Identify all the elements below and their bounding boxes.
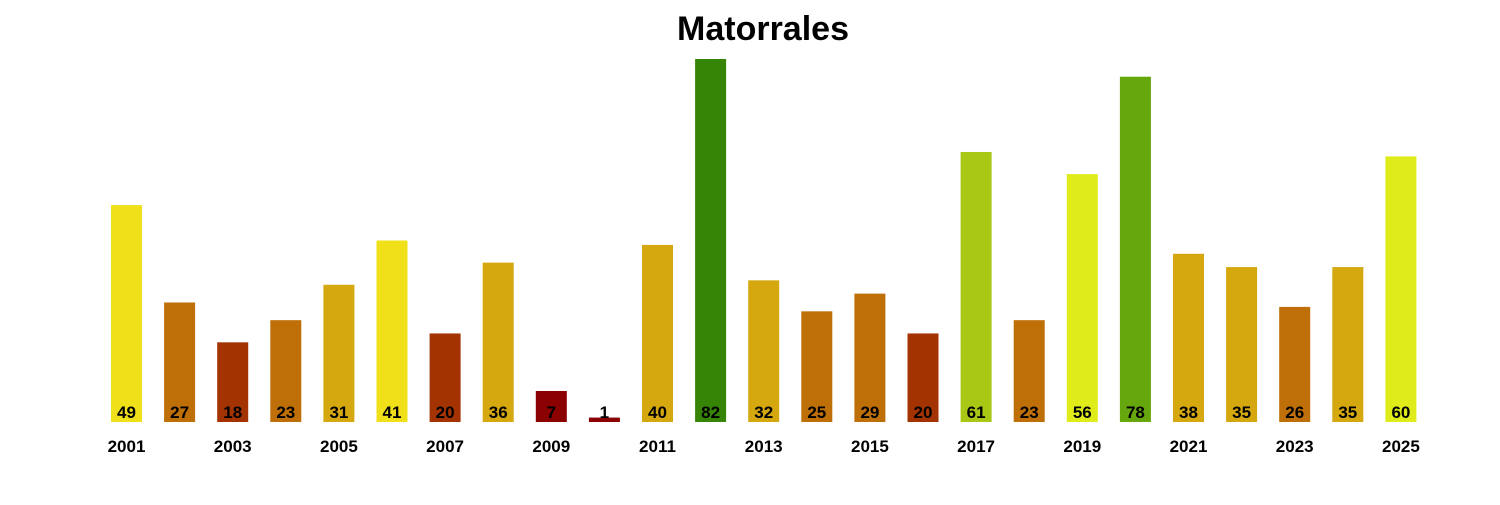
bar-2009 (535, 391, 567, 422)
data-label-2006: 41 (383, 403, 402, 422)
bar-2022 (1226, 267, 1258, 422)
x-tick-label-2003: 2003 (214, 437, 252, 456)
x-tick-label-2025: 2025 (1382, 437, 1420, 456)
chart-title: Matorrales (677, 10, 849, 48)
bar-2003 (217, 342, 249, 422)
bar-2014 (801, 311, 833, 422)
bar-2010 (588, 417, 620, 422)
bar-2015 (854, 293, 886, 422)
x-tick-label-2007: 2007 (426, 437, 464, 456)
x-tick-label-2005: 2005 (320, 437, 358, 456)
bar-2011 (642, 244, 673, 422)
x-tick-label-2011: 2011 (639, 437, 676, 456)
data-label-2020: 78 (1126, 403, 1145, 422)
bar-2001 (111, 205, 142, 422)
bar-2005 (323, 284, 355, 422)
x-tick-label-2019: 2019 (1063, 437, 1101, 456)
data-label-2025: 60 (1391, 403, 1410, 422)
data-label-2016: 20 (914, 403, 933, 422)
data-label-2007: 20 (436, 403, 455, 422)
bar-2023 (1279, 306, 1311, 422)
data-label-2001: 49 (117, 403, 136, 422)
bar-2021 (1173, 253, 1204, 422)
bar-2002 (164, 302, 196, 422)
bar-2020 (1119, 76, 1151, 423)
x-tick-label-2009: 2009 (532, 437, 570, 456)
x-tick-label-2023: 2023 (1276, 437, 1314, 456)
x-tick-label-2013: 2013 (745, 437, 783, 456)
data-label-2003: 18 (223, 403, 242, 422)
x-tick-label-2001: 2001 (108, 437, 146, 456)
data-label-2019: 56 (1073, 403, 1092, 422)
bar-2017 (960, 151, 992, 422)
data-label-2024: 35 (1338, 403, 1357, 422)
bar-2019 (1066, 174, 1098, 422)
data-label-2009: 7 (547, 403, 556, 422)
data-label-2008: 36 (489, 403, 508, 422)
data-labels-layer: 49 27 18 23 31 41 20 36 7 1 40 82 32 25 29 20 61 23 56 78 38… (117, 403, 1410, 422)
data-label-2021: 38 (1179, 403, 1198, 422)
data-label-2015: 29 (860, 403, 879, 422)
data-label-2022: 35 (1232, 403, 1251, 422)
bar-2025 (1385, 156, 1417, 422)
bar-2006 (376, 240, 408, 422)
bar-2004 (270, 320, 302, 422)
data-label-2017: 61 (967, 403, 986, 422)
x-tick-label-2015: 2015 (851, 437, 889, 456)
data-label-2012: 82 (701, 403, 720, 422)
x-tick-label-2017: 2017 (957, 437, 995, 456)
data-label-2011: 40 (648, 403, 667, 422)
data-label-2014: 25 (807, 403, 826, 422)
bar-2013 (748, 280, 780, 422)
x-tick-label-2021: 2021 (1170, 437, 1208, 456)
data-label-2013: 32 (754, 403, 773, 422)
data-label-2004: 23 (276, 403, 295, 422)
bar-2018 (1013, 320, 1045, 422)
bar-2008 (482, 262, 514, 422)
data-label-2010: 1 (600, 403, 609, 422)
bar-2016 (907, 333, 939, 422)
bar-2012 (695, 59, 727, 422)
data-label-2023: 26 (1285, 403, 1304, 422)
bars-layer (111, 59, 1417, 423)
bar-2007 (429, 333, 461, 422)
data-label-2002: 27 (170, 403, 189, 422)
bar-2024 (1332, 267, 1364, 422)
data-label-2018: 23 (1020, 403, 1039, 422)
x-tick-labels-layer: 2001 2003 2005 2007 2009 2011 2013 2015 2017 2019… (108, 437, 1420, 456)
data-label-2005: 31 (329, 403, 348, 422)
